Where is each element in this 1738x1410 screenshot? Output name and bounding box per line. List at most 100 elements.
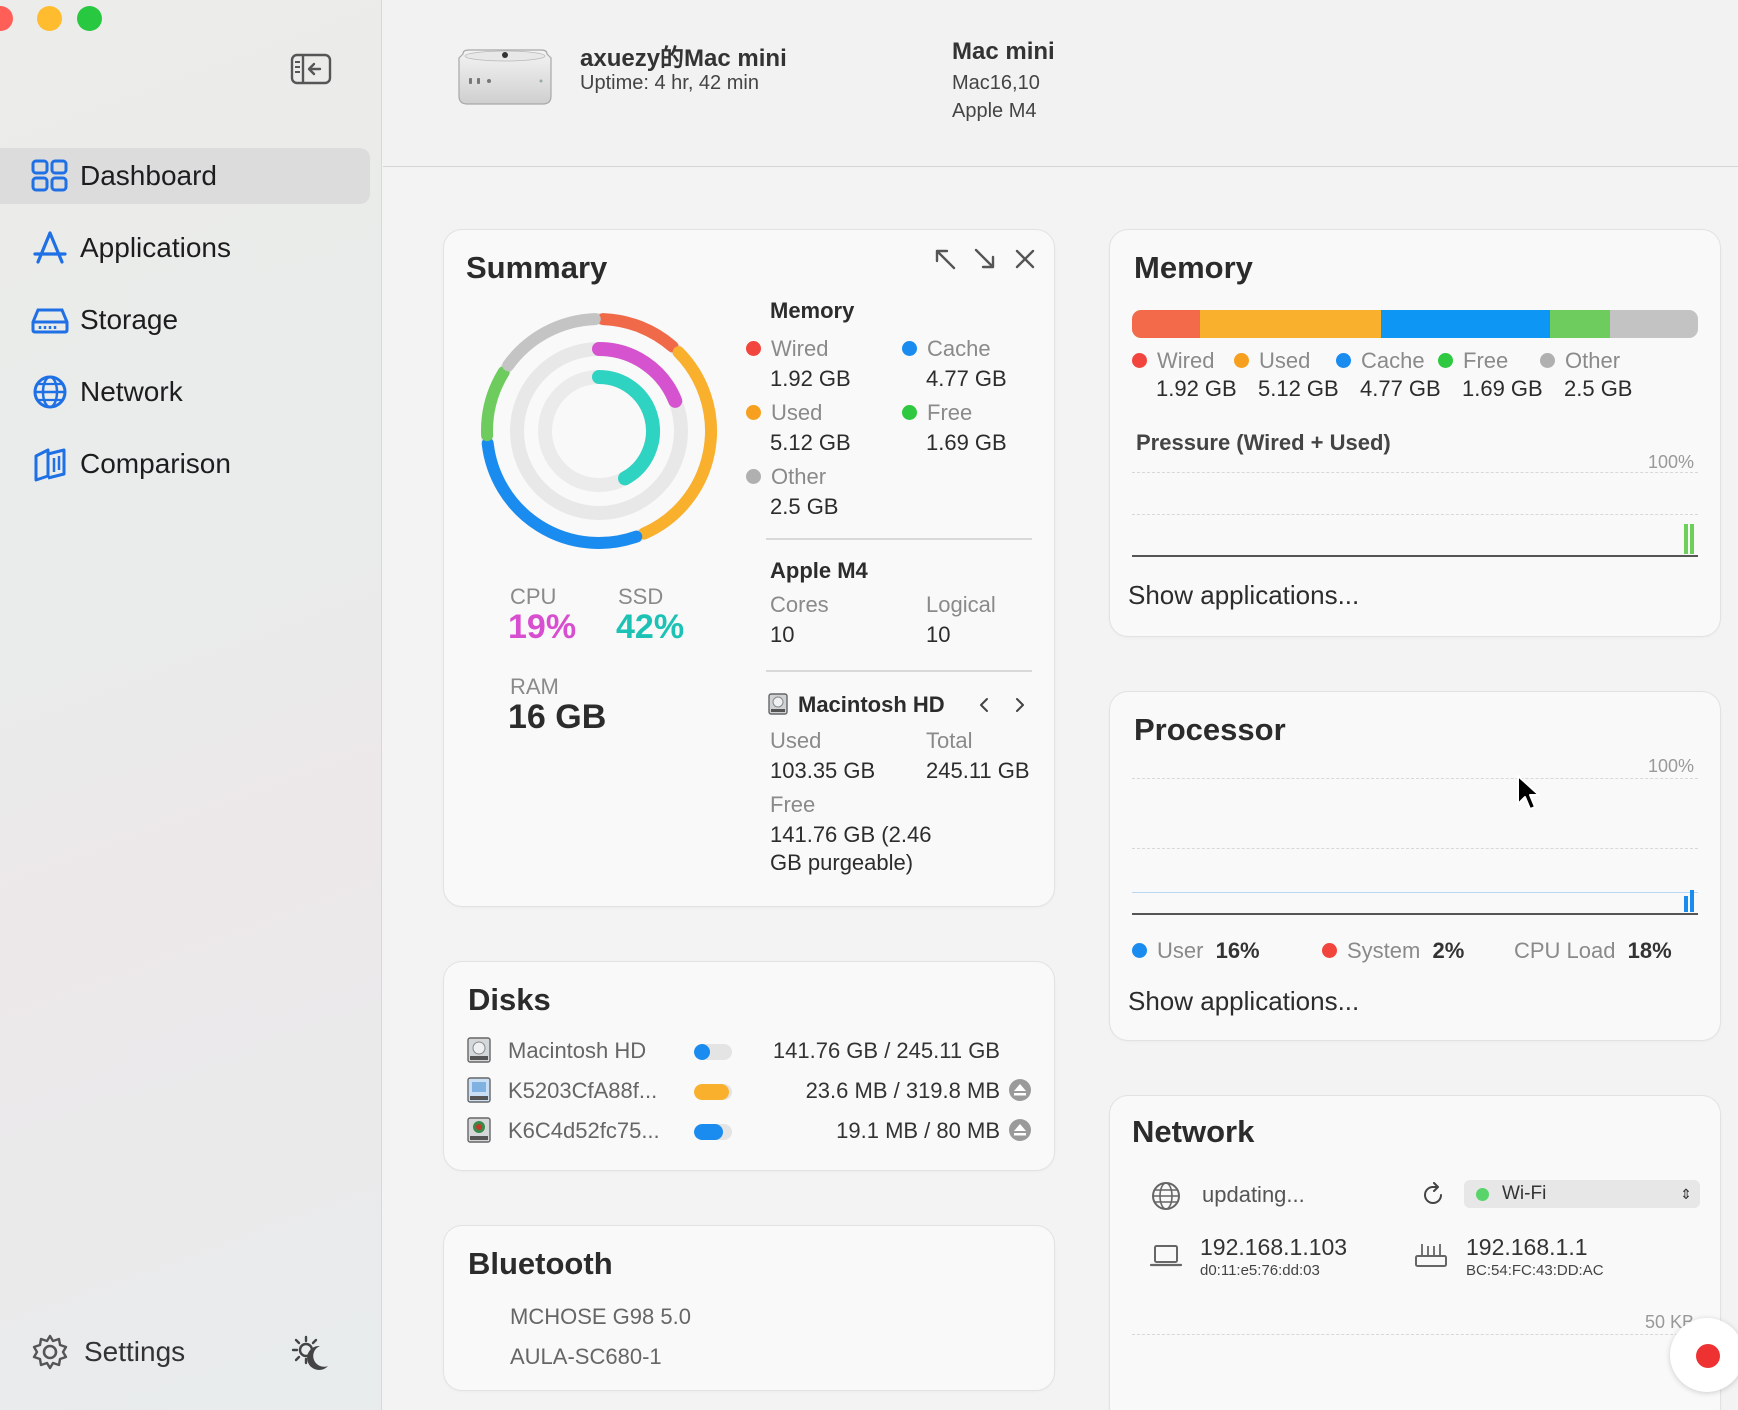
gridline — [1132, 472, 1698, 473]
show-applications-link[interactable]: Show applications... — [1128, 986, 1360, 1016]
sidebar-item-dashboard[interactable]: Dashboard — [0, 148, 370, 204]
disk-usage-bar — [694, 1084, 732, 1100]
device-name: axuezy的Mac mini — [580, 45, 787, 72]
sidebar-item-label: Network — [80, 376, 183, 407]
close-window-button[interactable] — [0, 6, 13, 31]
sidebar-item-label: Applications — [80, 232, 231, 263]
sidebar: Dashboard Applications Storage — [0, 0, 382, 1410]
memory-legend-other: Other — [1540, 348, 1620, 374]
cpu-label: CPU — [510, 584, 557, 609]
memory-legend-cache: Cache — [1336, 348, 1425, 374]
legend-dot — [1234, 353, 1249, 368]
disk-image-icon — [467, 1117, 491, 1143]
pressure-label: Pressure (Wired + Used) — [1136, 430, 1391, 455]
legend-dot — [1132, 353, 1147, 368]
legend-label: Cache — [1361, 348, 1425, 373]
legend-value: 5.12 GB — [1258, 376, 1339, 401]
memory-ring-cache — [481, 437, 643, 549]
system-dot — [1322, 943, 1337, 958]
memory-ring-other — [502, 313, 601, 372]
cpu-bar — [1690, 890, 1694, 912]
expand-arrow-icon[interactable] — [930, 244, 960, 274]
summary-title: Summary — [466, 250, 608, 285]
disk-total-label: Total — [926, 728, 973, 753]
ssd-label: SSD — [618, 584, 664, 609]
chevron-right-icon[interactable] — [1010, 696, 1028, 714]
chip-heading: Apple M4 — [770, 558, 868, 583]
sidebar-item-storage[interactable]: Storage — [0, 292, 370, 348]
disk-usage-bar — [694, 1044, 732, 1060]
pressure-max-label: 100% — [1647, 452, 1694, 472]
hard-drive-icon — [467, 1037, 491, 1063]
disk-row[interactable]: K5203CfA88f... 23.6 MB / 319.8 MB — [466, 1074, 1032, 1108]
memory-card: Memory Wired 1.92 GB Used 5.12 GB Cache 4.77 … — [1110, 230, 1720, 636]
disk-used-label: Used — [770, 728, 822, 753]
eject-icon[interactable] — [1008, 1078, 1032, 1102]
processor-title: Processor — [1134, 712, 1286, 747]
divider — [766, 670, 1032, 672]
close-icon[interactable] — [1010, 244, 1040, 274]
bluetooth-card: Bluetooth MCHOSE G98 5.0 AULA-SC680-1 — [444, 1226, 1054, 1390]
disk-used-value: 103.35 GB — [770, 758, 876, 783]
disk-usage-fill — [694, 1044, 710, 1060]
disk-usage-bar — [694, 1124, 732, 1140]
record-button[interactable] — [1670, 1318, 1738, 1392]
memory-ring-free — [481, 366, 510, 442]
sidebar-item-applications[interactable]: Applications — [0, 220, 370, 276]
legend-label: Other — [1565, 348, 1621, 373]
memory-ring-used — [638, 346, 717, 540]
minimize-window-button[interactable] — [37, 6, 62, 31]
refresh-icon[interactable] — [1420, 1182, 1446, 1208]
pressure-bar — [1690, 524, 1694, 554]
sidebar-item-comparison[interactable]: Comparison — [0, 436, 370, 492]
connected-dot — [1476, 1188, 1489, 1201]
cores-value: 10 — [770, 622, 795, 647]
disk-row[interactable]: Macintosh HD 141.76 GB / 245.11 GB — [466, 1034, 1032, 1068]
disk-free-purgeable: GB purgeable) — [770, 850, 914, 875]
uptime-text: Uptime: 4 hr, 42 min — [580, 72, 759, 94]
sidebar-toggle-icon[interactable] — [290, 52, 332, 86]
disk-size: 19.1 MB / 80 MB — [836, 1118, 1000, 1143]
appearance-toggle-icon[interactable] — [290, 1332, 334, 1376]
interface-value: Wi-Fi — [1502, 1183, 1547, 1204]
ram-label: RAM — [510, 674, 559, 699]
memory-usage-bar — [1132, 310, 1698, 338]
interface-select[interactable]: Wi-Fi ⇕ — [1464, 1180, 1700, 1208]
show-applications-link[interactable]: Show applications... — [1128, 580, 1360, 610]
legend-value: 1.69 GB — [1462, 376, 1543, 401]
disk-row[interactable]: K6C4d52fc75... 19.1 MB / 80 MB — [466, 1114, 1032, 1148]
legend-dot — [1540, 353, 1555, 368]
bluetooth-device: MCHOSE G98 5.0 — [510, 1304, 691, 1329]
memory-bar-segment-free — [1549, 310, 1610, 338]
summary-memory-other: Other — [746, 464, 826, 490]
disk-heading: Macintosh HD — [798, 692, 945, 717]
memory-heading: Memory — [770, 298, 855, 323]
sidebar-item-network[interactable]: Network — [0, 364, 370, 420]
zoom-window-button[interactable] — [77, 6, 102, 31]
dashboard-icon — [31, 159, 68, 192]
disk-name: K5203CfA88f... — [508, 1078, 658, 1103]
network-card: Network updating... Wi-Fi ⇕ 192.168.1.10… — [1110, 1096, 1720, 1410]
disk-usage-fill — [694, 1124, 723, 1140]
router-ip: 192.168.1.1 — [1466, 1234, 1588, 1260]
other-value: 2.5 GB — [770, 494, 839, 519]
disk-size: 141.76 GB / 245.11 GB — [772, 1038, 1000, 1063]
memory-ring-wired — [597, 313, 679, 353]
mouse-cursor-icon — [1517, 775, 1540, 810]
comparison-icon — [34, 448, 66, 482]
free-value: 1.69 GB — [926, 430, 1007, 455]
cores-label: Cores — [770, 592, 829, 617]
chevron-left-icon[interactable] — [976, 696, 994, 714]
collapse-arrow-icon[interactable] — [970, 244, 1000, 274]
sidebar-item-label: Comparison — [80, 448, 231, 479]
memory-bar-segment-cache — [1381, 310, 1550, 338]
disks-card: Disks Macintosh HD 141.76 GB / 245.11 GB… — [444, 962, 1054, 1170]
public-ip-status: updating... — [1202, 1182, 1305, 1207]
cache-dot — [902, 341, 917, 356]
eject-icon[interactable] — [1008, 1118, 1032, 1142]
memory-legend-free: Free — [1438, 348, 1508, 374]
logical-label: Logical — [926, 592, 996, 617]
settings-button[interactable]: Settings — [30, 1332, 185, 1372]
summary-window-controls — [930, 244, 1040, 274]
summary-memory-used: Used — [746, 400, 822, 426]
